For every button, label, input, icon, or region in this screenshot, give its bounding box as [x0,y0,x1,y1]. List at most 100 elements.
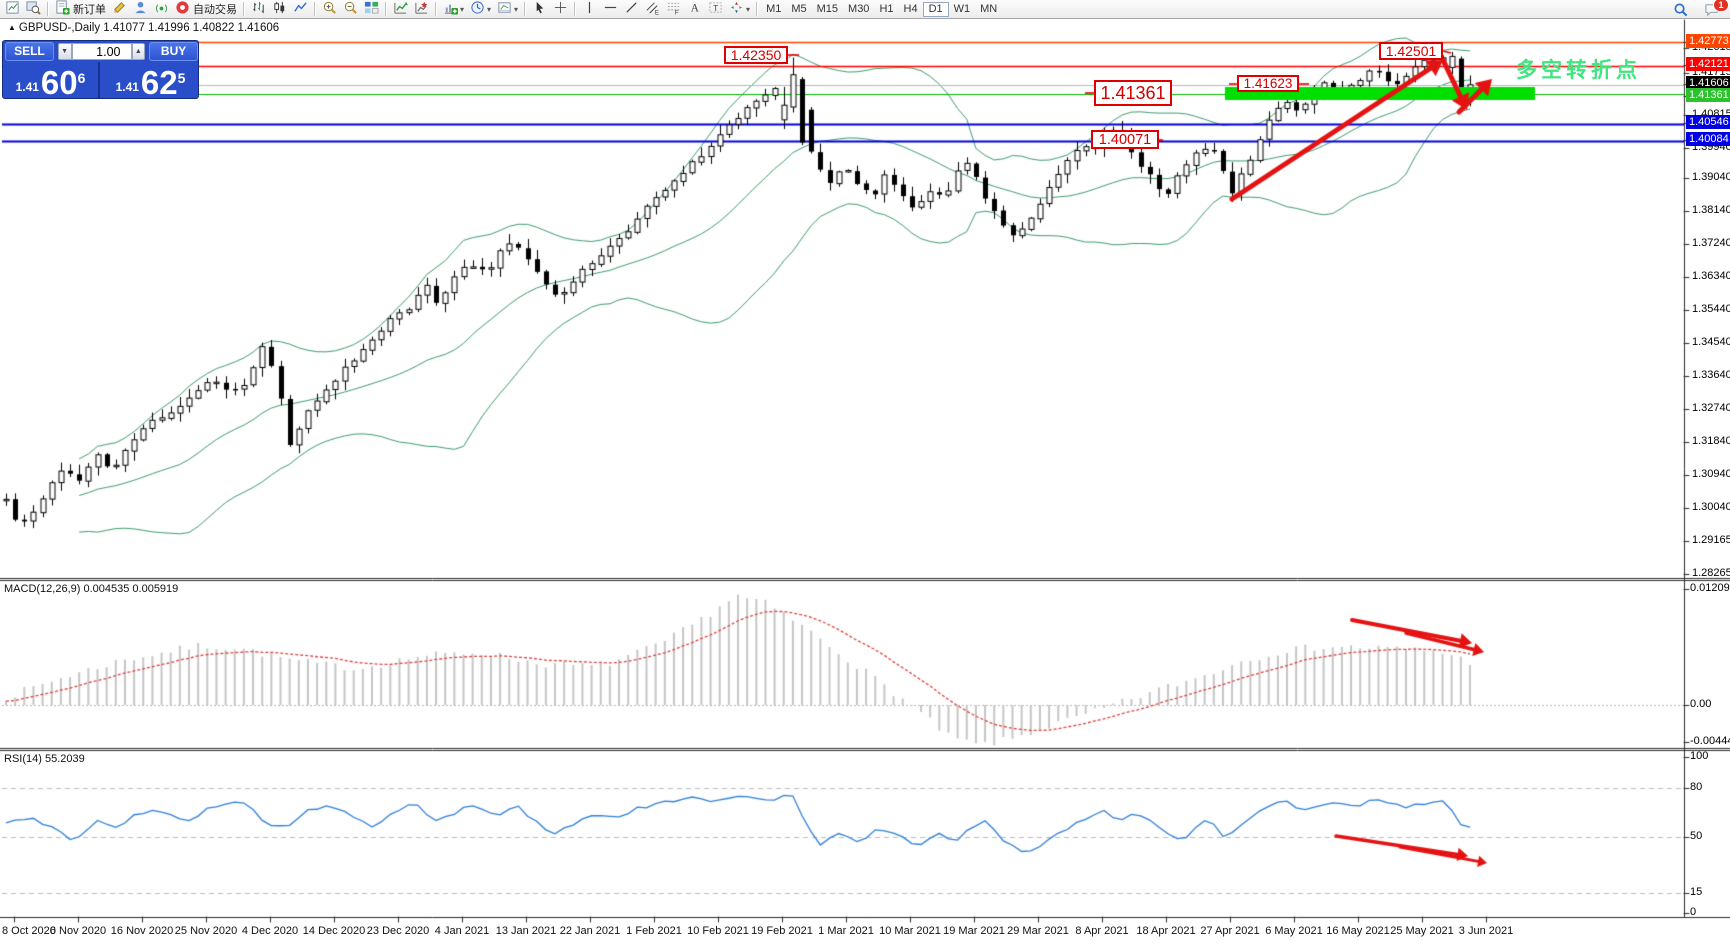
candle-chart-mode-button[interactable] [269,1,290,18]
date-axis-label: 16 Nov 2020 [110,925,174,937]
chevron-down-icon[interactable]: ▾ [487,4,492,14]
timeframe-m15-button[interactable]: M15 [816,2,839,15]
price-axis-tick: 1.28265 [1692,567,1730,579]
text-tool-button[interactable]: A [684,1,705,18]
metaeditor-button[interactable] [109,1,130,18]
vline-tool-button[interactable] [579,1,600,18]
price-callout-label[interactable]: 1.41623 [1237,75,1299,92]
zoom-out-button[interactable] [340,1,361,18]
timeframe-m5-button[interactable]: M5 [791,2,807,15]
toolbar-separator [314,2,316,16]
date-axis-label: 4 Jan 2021 [434,925,490,937]
date-axis-label: 4 Dec 2020 [241,925,299,937]
community-icon [133,0,148,18]
label-tool-button[interactable]: T [705,1,726,18]
tile-windows-button[interactable] [361,1,382,18]
price-axis-tick: 1.34540 [1692,336,1730,348]
chart-title: ▲ GBPUSD-,Daily 1.41077 1.41996 1.40822 1… [8,22,279,34]
trendline-tool-button[interactable] [621,1,642,18]
indicators-icon [443,0,458,18]
timeframe-h4-button[interactable]: H4 [903,2,918,15]
templates-button[interactable]: ▾ [494,1,521,18]
svg-text:F: F [675,10,679,15]
buy-button[interactable]: BUY [149,42,198,61]
signals-icon [154,0,169,18]
auto-scroll-icon [393,0,408,18]
rsi-label: RSI(14) 55.2039 [4,753,85,765]
date-axis-label: 25 May 2021 [1390,925,1454,937]
chinese-note-text[interactable]: 多空转折点 [1516,59,1641,82]
new-order-button[interactable]: 新订单 [52,0,109,18]
price-callout-label[interactable]: 1.40071 [1091,130,1159,149]
channel-tool-button[interactable]: E [642,1,663,18]
chart-shift-button[interactable] [411,1,432,18]
line-chart-mode-button[interactable] [290,1,311,18]
sell-price-area[interactable]: 1.41 60 6 [3,62,100,98]
search-icon[interactable] [1670,1,1691,18]
toolbar-separator [574,2,577,16]
new-order-icon [55,0,70,18]
svg-text:A: A [691,3,700,15]
indicators-button[interactable]: ▾ [440,1,467,18]
bar-chart-mode-button[interactable] [248,1,269,18]
zoom-in-button[interactable] [319,1,340,18]
price-axis-chip: 1.41361 [1686,88,1730,102]
price-axis-chip: 1.40546 [1686,115,1730,129]
rsi-axis-tick: 15 [1690,886,1703,898]
one-click-trade-panel: SELL ▼ ▲ BUY 1.41 60 6 1.41 62 5 [2,40,199,99]
date-axis-label: 8 Apr 2021 [1075,925,1129,937]
volume-decrease-button[interactable]: ▼ [57,43,72,60]
toolbar-right-group: 1 [1670,0,1729,18]
hline-tool-button[interactable] [600,1,621,18]
text-tool-icon: A [687,0,702,18]
date-axis-label: 16 May 2021 [1326,925,1390,937]
macd-axis-tick: 0.01209 [1690,582,1730,594]
volume-input[interactable] [71,43,132,60]
trendline-tool-icon [624,0,639,18]
timeframe-d1-button[interactable]: D1 [922,1,949,17]
fibonacci-tool-button[interactable]: F [663,1,684,18]
chevron-down-icon[interactable]: ▾ [460,4,465,14]
cursor-tool-button[interactable] [529,1,550,18]
chevron-down-icon[interactable]: ▾ [514,4,519,14]
price-callout-label[interactable]: 1.41361 [1094,80,1172,106]
periods-button[interactable]: ▾ [467,1,494,18]
cursor-tool-icon [532,0,547,18]
date-axis-label: 14 Dec 2020 [302,925,366,937]
chat-button[interactable]: 1 [1701,0,1729,18]
candle-chart-mode-icon [272,0,287,18]
label-tool-icon: T [708,0,723,18]
volume-increase-button[interactable]: ▲ [131,43,146,60]
price-axis-tick: 1.35440 [1692,303,1730,315]
zoom-out-icon [343,0,358,18]
macd-axis-tick: -0.004446 [1690,735,1730,747]
price-callout-label[interactable]: 1.42350 [724,46,788,64]
timeframe-m1-button[interactable]: M1 [766,2,782,15]
signals-button[interactable] [151,1,172,18]
new-chart-button[interactable] [2,1,23,18]
timeframe-w1-button[interactable]: W1 [953,2,971,15]
chevron-down-icon[interactable]: ▾ [746,4,751,14]
buy-price-prefix: 1.41 [115,80,139,94]
buy-price-area[interactable]: 1.41 62 5 [102,62,198,98]
timeframe-mn-button[interactable]: MN [980,2,998,15]
price-callout-label[interactable]: 1.42501 [1379,42,1443,60]
auto-scroll-button[interactable] [390,1,411,18]
timeframe-m30-button[interactable]: M30 [848,2,870,15]
hline-tool-icon [603,0,618,18]
sell-button[interactable]: SELL [5,42,54,61]
price-axis-tick: 1.38140 [1692,204,1730,216]
timeframe-h1-button[interactable]: H1 [879,2,894,15]
autotrading-icon [175,0,190,18]
community-button[interactable] [130,1,151,18]
shapes-tool-button[interactable]: ▾ [726,1,753,18]
date-axis-label: 22 Jan 2021 [559,925,621,937]
shapes-tool-icon [729,0,744,18]
autotrading-button[interactable]: 自动交易 [172,1,240,18]
data-window-button[interactable] [23,1,44,18]
bar-chart-mode-icon [251,0,266,18]
data-window-icon [26,0,41,18]
crosshair-tool-button[interactable] [550,1,571,18]
